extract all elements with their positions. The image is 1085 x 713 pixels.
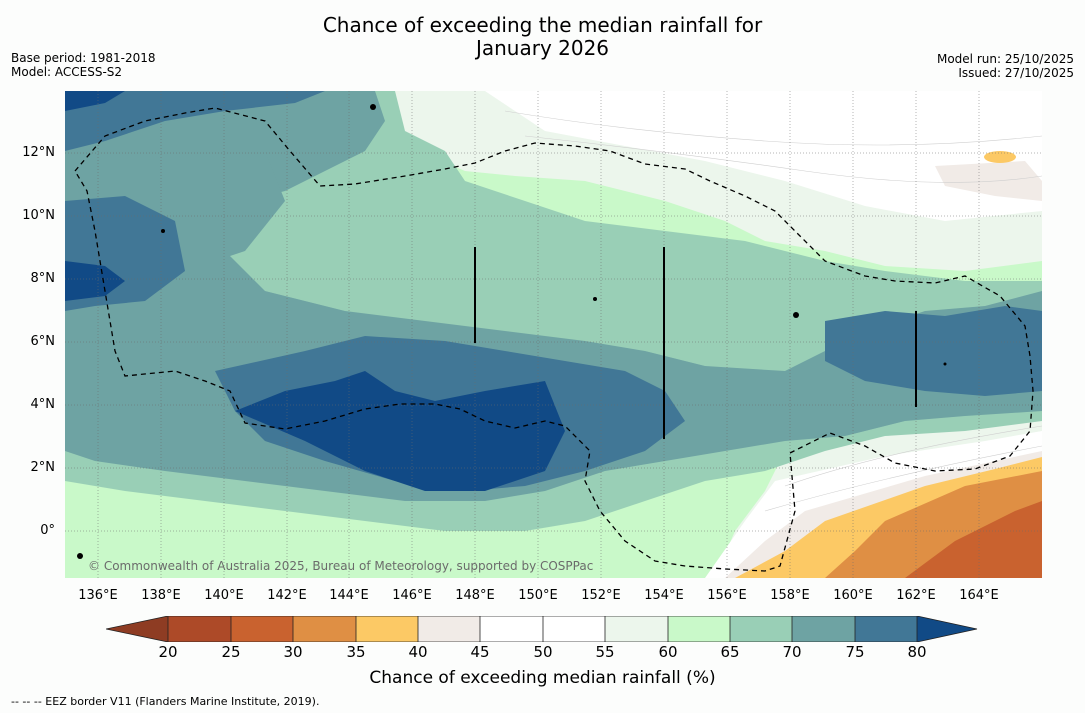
lat-label-0: 0° bbox=[40, 523, 55, 538]
eez-border bbox=[74, 107, 1034, 572]
colorbar-outline bbox=[106, 616, 978, 642]
model-name: Model: ACCESS-S2 bbox=[11, 65, 123, 79]
colorbar-tick-25: 25 bbox=[221, 643, 241, 661]
colorbar-swatch-60-65 bbox=[668, 616, 730, 642]
colorbar-swatch-65-70 bbox=[730, 616, 792, 642]
band-40-45-north bbox=[935, 161, 1042, 201]
title-line-1: Chance of exceeding the median rainfall … bbox=[322, 13, 763, 37]
colorbar-tick-70: 70 bbox=[782, 643, 802, 661]
colorbar-swatch-40-45 bbox=[418, 616, 480, 642]
colorbar-swatch-75-80 bbox=[855, 616, 917, 642]
lon-label-160e: 160°E bbox=[833, 588, 873, 603]
title-line-2: January 2026 bbox=[475, 36, 610, 60]
colorbar-tick-20: 20 bbox=[158, 643, 178, 661]
colorbar-swatch-45-50 bbox=[480, 616, 543, 642]
lon-label-146e: 146°E bbox=[392, 588, 432, 603]
colorbar-tick-65: 65 bbox=[720, 643, 740, 661]
copyright-notice: © Commonwealth of Australia 2025, Bureau… bbox=[88, 559, 594, 573]
model-run: Model run: 25/10/2025 bbox=[936, 52, 1074, 66]
lon-label-162e: 162°E bbox=[896, 588, 936, 603]
band-above-80-central bbox=[235, 371, 565, 491]
base-period: Base period: 1981-2018 bbox=[11, 51, 156, 65]
colorbar bbox=[106, 616, 978, 642]
colorbar-extend-high bbox=[917, 616, 977, 642]
chart-title: Chance of exceeding the median rainfall … bbox=[0, 14, 1085, 60]
colorbar-swatch-70-75 bbox=[792, 616, 855, 642]
band-25-30-south bbox=[905, 501, 1042, 578]
lon-label-138e: 138°E bbox=[141, 588, 181, 603]
lon-label-152e: 152°E bbox=[581, 588, 621, 603]
lon-label-150e: 150°E bbox=[518, 588, 558, 603]
colorbar-swatch-55-60 bbox=[605, 616, 668, 642]
eez-footnote: -- -- -- EEZ border V11 (Flanders Marine… bbox=[11, 695, 320, 708]
colorbar-tick-50: 50 bbox=[533, 643, 553, 661]
isolines bbox=[504, 110, 1042, 512]
small-islands bbox=[77, 104, 947, 559]
map-svg bbox=[65, 91, 1042, 578]
issued-date: Issued: 27/10/2025 bbox=[958, 66, 1074, 80]
meta-left: Base period: 1981-2018 Model: ACCESS-S2 bbox=[11, 51, 156, 79]
lon-label-154e: 154°E bbox=[644, 588, 684, 603]
meta-right: Model run: 25/10/2025 Issued: 27/10/2025 bbox=[937, 52, 1074, 80]
colorbar-tick-80: 80 bbox=[907, 643, 927, 661]
lon-label-142e: 142°E bbox=[267, 588, 307, 603]
colorbar-extend-low bbox=[106, 616, 168, 642]
colorbar-tick-35: 35 bbox=[346, 643, 366, 661]
rainfall-map bbox=[65, 91, 1042, 578]
colorbar-tick-40: 40 bbox=[408, 643, 428, 661]
band-35-40-north bbox=[984, 151, 1016, 163]
colorbar-tick-75: 75 bbox=[845, 643, 865, 661]
colorbar-label: Chance of exceeding median rainfall (%) bbox=[369, 668, 716, 688]
band-above-80-west bbox=[65, 261, 125, 301]
lat-label-4n: 4°N bbox=[30, 397, 56, 412]
band-above-80-nw bbox=[65, 91, 125, 111]
band-75-80-east bbox=[825, 306, 1042, 396]
lat-label-8n: 8°N bbox=[30, 271, 56, 286]
lat-label-10n: 10°N bbox=[22, 208, 55, 223]
island-chains bbox=[474, 247, 917, 439]
colorbar-tick-60: 60 bbox=[658, 643, 678, 661]
lat-label-6n: 6°N bbox=[30, 334, 56, 349]
lat-label-2n: 2°N bbox=[30, 460, 56, 475]
colorbar-tick-55: 55 bbox=[595, 643, 615, 661]
lon-label-140e: 140°E bbox=[204, 588, 244, 603]
colorbar-swatch-25-30 bbox=[231, 616, 293, 642]
lon-label-144e: 144°E bbox=[329, 588, 369, 603]
band-45-55-north bbox=[485, 91, 1042, 221]
lon-label-164e: 164°E bbox=[959, 588, 999, 603]
colorbar-swatch-20-25 bbox=[168, 616, 231, 642]
band-75-80-nw bbox=[65, 91, 325, 151]
lon-label-136e: 136°E bbox=[78, 588, 118, 603]
lon-label-148e: 148°E bbox=[455, 588, 495, 603]
colorbar-swatch-30-35 bbox=[293, 616, 356, 642]
colorbar-swatch-50-55 bbox=[543, 616, 605, 642]
lon-label-158e: 158°E bbox=[770, 588, 810, 603]
lat-label-12n: 12°N bbox=[22, 145, 55, 160]
colorbar-swatch-35-40 bbox=[356, 616, 418, 642]
graticule bbox=[65, 91, 1042, 578]
lon-label-156e: 156°E bbox=[707, 588, 747, 603]
colorbar-tick-45: 45 bbox=[470, 643, 490, 661]
colorbar-tick-30: 30 bbox=[283, 643, 303, 661]
